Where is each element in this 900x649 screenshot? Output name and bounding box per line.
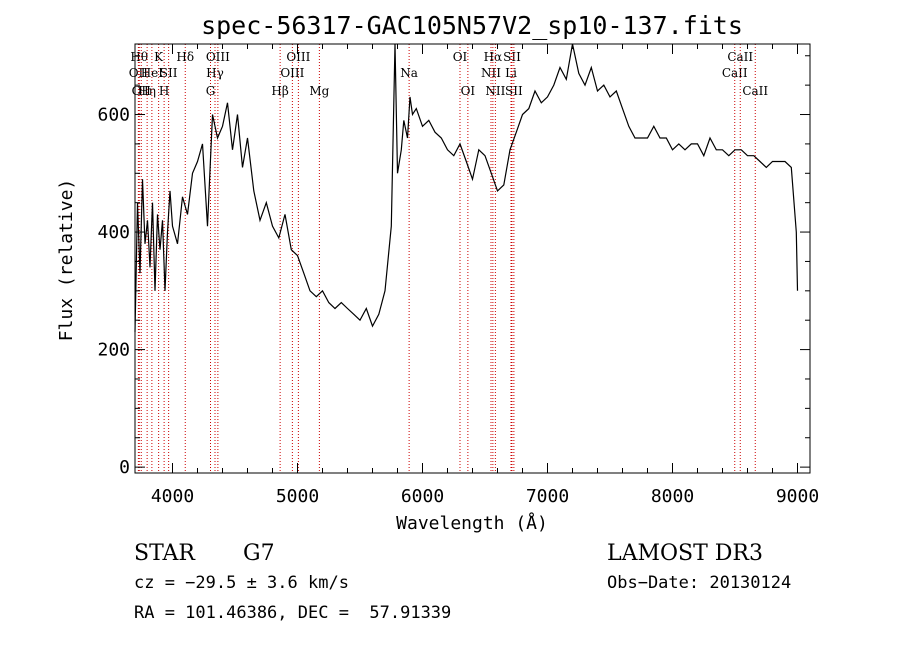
line-marker-label: K: [154, 50, 164, 64]
line-marker-label: CaII: [742, 84, 768, 98]
line-marker-label: NII: [481, 66, 501, 80]
line-marker-label: CaII: [727, 50, 753, 64]
object-subclass: G7: [243, 541, 275, 566]
spectrum-line: [134, 43, 799, 333]
chart-title: spec-56317-GAC105N57V2_sp10-137.fits: [201, 11, 743, 40]
y-tick-label: 600: [97, 105, 130, 126]
line-marker-label: OIII: [286, 50, 310, 64]
x-tick-label: 8000: [651, 486, 694, 507]
redshift-text: cz = −29.5 ± 3.6 km/s: [134, 573, 349, 593]
line-marker-label: SII: [503, 50, 521, 64]
x-tick-label: 5000: [276, 486, 319, 507]
line-marker-label: OI: [461, 84, 476, 98]
x-axis-label: Wavelength (Å): [396, 512, 548, 534]
line-marker-label: Hβ: [271, 84, 288, 98]
y-tick-label: 400: [97, 222, 130, 243]
survey-name: LAMOST DR3: [607, 541, 763, 566]
line-marker-label: NII: [485, 84, 505, 98]
line-marker-label: Hθ: [130, 50, 148, 64]
obs-date-text: Obs−Date: 20130124: [607, 573, 792, 593]
y-tick-label: 200: [97, 340, 130, 361]
line-marker-label: Hα: [484, 50, 503, 64]
line-marker-label: SII: [505, 84, 523, 98]
x-tick-label: 7000: [526, 486, 569, 507]
line-marker-label: OIII: [206, 50, 230, 64]
line-marker-label: G: [206, 84, 216, 98]
y-axis-label: Flux (relative): [56, 179, 77, 342]
line-marker-label: Hγ: [206, 66, 224, 80]
line-marker-label: OII: [129, 66, 149, 80]
line-marker-label: OII: [132, 84, 152, 98]
line-marker-label: OI: [453, 50, 468, 64]
line-marker-label: HeI: [141, 66, 164, 80]
line-marker-label: Li: [505, 66, 517, 80]
coordinates-text: RA = 101.46386, DEC = 57.91339: [134, 603, 452, 623]
x-tick-label: 9000: [776, 486, 819, 507]
spectral-line-markers: HθOIIOIIHηHeIKHSIIHδGHγOIIIHβOIIIOIIIMgN…: [129, 44, 768, 473]
object-class: STAR: [134, 541, 195, 566]
line-marker-label: Na: [400, 66, 418, 80]
line-marker-label: Mg: [309, 84, 329, 98]
y-tick-label: 0: [119, 457, 130, 478]
axis-ticks: 4000 5000 6000 7000 8000 9000 0 200 400 600: [97, 44, 819, 507]
line-marker-label: CaII: [722, 66, 748, 80]
line-marker-label: H: [159, 84, 169, 98]
line-marker-label: Hη: [138, 84, 156, 98]
line-marker-label: OIII: [280, 66, 304, 80]
line-marker-label: SII: [160, 66, 178, 80]
x-tick-label: 4000: [151, 486, 194, 507]
plot-frame: [134, 43, 811, 474]
line-marker-label: Hδ: [176, 50, 194, 64]
x-tick-label: 6000: [401, 486, 444, 507]
